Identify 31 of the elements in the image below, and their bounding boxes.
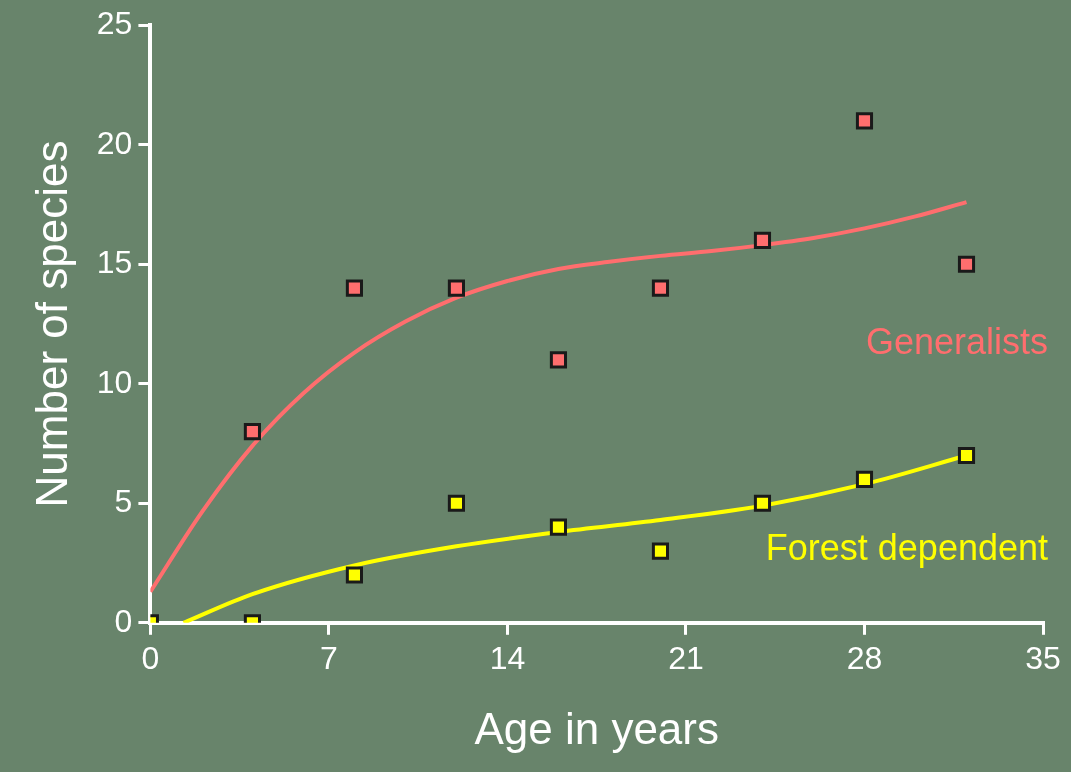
y-tick-label: 0 bbox=[114, 602, 133, 639]
x-tick-label: 0 bbox=[141, 639, 160, 676]
x-tick-label: 28 bbox=[846, 639, 883, 676]
series-label: Forest dependent bbox=[765, 527, 1048, 569]
y-tick-label: 15 bbox=[96, 244, 133, 281]
point bbox=[549, 518, 568, 536]
x-tick-label: 21 bbox=[668, 639, 704, 676]
point bbox=[345, 566, 363, 584]
point bbox=[855, 112, 874, 130]
point bbox=[753, 231, 772, 249]
y-tick-label: 5 bbox=[114, 483, 133, 520]
y-tick-label: 20 bbox=[96, 124, 133, 161]
point bbox=[651, 542, 670, 560]
point bbox=[447, 279, 465, 297]
x-axis-title: Age in years bbox=[474, 703, 719, 753]
point bbox=[957, 446, 976, 465]
point bbox=[447, 494, 465, 512]
point bbox=[243, 423, 261, 441]
point bbox=[753, 494, 772, 512]
point bbox=[549, 351, 568, 369]
x-tick-label: 14 bbox=[489, 639, 526, 676]
y-axis-title: Number of species bbox=[26, 140, 76, 508]
point bbox=[651, 279, 670, 297]
y-tick-label: 25 bbox=[96, 5, 133, 42]
x-tick-label: 35 bbox=[1025, 639, 1061, 676]
point bbox=[855, 470, 874, 488]
y-tick-label: 10 bbox=[96, 363, 133, 400]
point bbox=[957, 255, 976, 273]
x-tick-label: 7 bbox=[320, 639, 338, 676]
point bbox=[345, 279, 363, 297]
series-label: Generalists bbox=[865, 321, 1048, 363]
